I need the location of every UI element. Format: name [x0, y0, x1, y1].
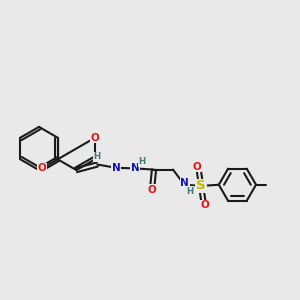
Text: O: O — [193, 162, 202, 172]
Text: H: H — [93, 152, 100, 161]
Text: N: N — [112, 163, 120, 173]
Text: O: O — [201, 200, 209, 210]
Text: O: O — [148, 185, 157, 195]
Text: S: S — [196, 179, 206, 192]
Text: O: O — [91, 133, 100, 143]
Text: H: H — [187, 187, 194, 196]
Text: H: H — [139, 157, 146, 166]
Text: O: O — [38, 163, 47, 173]
Text: N: N — [131, 163, 140, 173]
Text: N: N — [181, 178, 189, 188]
